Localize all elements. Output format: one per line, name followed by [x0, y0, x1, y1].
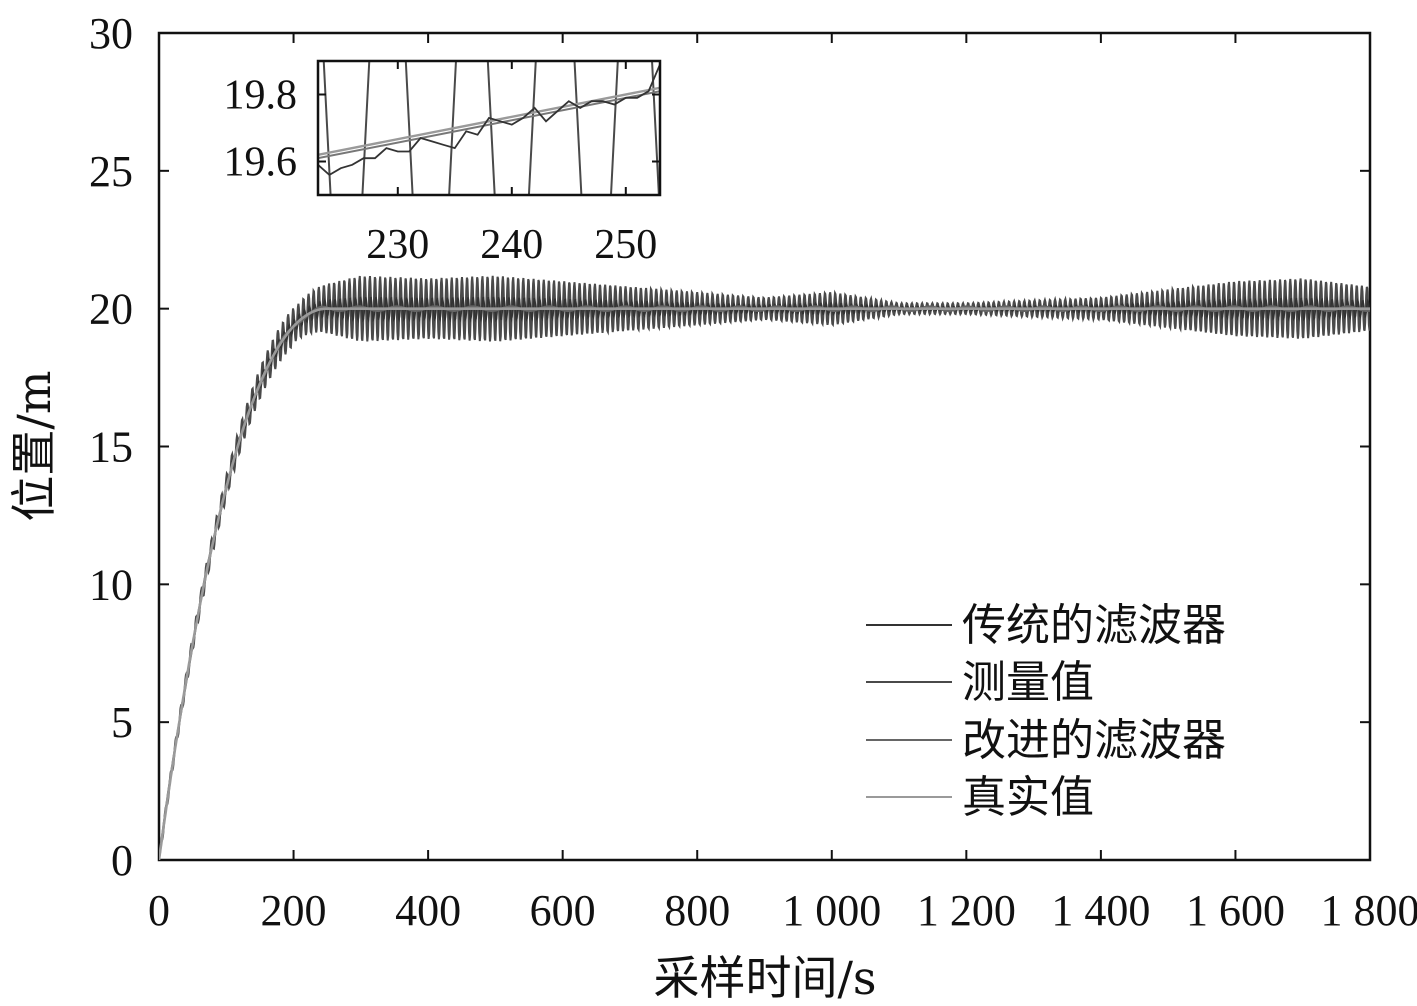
- y-tick-label: 20: [89, 285, 133, 334]
- inset-x-tick-label: 250: [594, 222, 657, 268]
- inset-x-ticks: 230 240 250: [366, 61, 657, 268]
- x-axis-label: 采样时间/s: [653, 951, 876, 1005]
- series-improved-filter-line: [159, 305, 1370, 860]
- inset-y-tick-label: 19.6: [224, 140, 298, 186]
- x-tick-label: 400: [395, 886, 461, 935]
- inset-improved-filter-line: [318, 90, 660, 160]
- series-true-value-line: [159, 307, 1370, 860]
- legend-label-improved-filter: 改进的滤波器: [962, 715, 1226, 766]
- x-tick-label: 0: [148, 886, 170, 935]
- x-tick-label: 1 400: [1051, 886, 1150, 935]
- x-tick-label: 1 800: [1321, 886, 1417, 935]
- x-tick-label: 1 600: [1186, 886, 1285, 935]
- x-tick-label: 800: [664, 886, 730, 935]
- inset-x-tick-label: 240: [480, 222, 543, 268]
- y-tick-label: 30: [89, 9, 133, 58]
- x-tick-label: 600: [530, 886, 596, 935]
- inset-x-tick-label: 230: [366, 222, 429, 268]
- y-tick-label: 5: [111, 698, 133, 747]
- y-tick-label: 25: [89, 147, 133, 196]
- inset-y-ticks: 19.6 19.8: [224, 73, 660, 186]
- x-tick-label: 1 000: [782, 886, 881, 935]
- x-tick-label: 200: [261, 886, 327, 935]
- y-tick-label: 0: [111, 836, 133, 885]
- inset-traditional-filter-line: [318, 63, 660, 177]
- series-traditional-filter-line: [159, 295, 1370, 860]
- legend-label-traditional-filter: 传统的滤波器: [962, 600, 1226, 651]
- y-tick-label: 10: [89, 560, 133, 609]
- series-measurement-line: [159, 275, 1370, 860]
- x-tick-label: 1 200: [917, 886, 1016, 935]
- y-axis-label: 位置/m: [7, 370, 61, 521]
- y-tick-label: 15: [89, 423, 133, 472]
- legend-label-true-value: 真实值: [962, 772, 1094, 823]
- x-ticks: 0 200 400 600 800 1 000 1 200 1 400 1 600 1 800: [148, 33, 1417, 935]
- legend: 传统的滤波器 测量值 改进的滤波器 真实值: [866, 600, 1226, 823]
- inset-y-tick-label: 19.8: [224, 73, 298, 119]
- y-ticks: 0 5 10 15 20 25 30: [89, 9, 1370, 885]
- legend-label-measurement: 测量值: [962, 657, 1094, 708]
- inset-frame: [316, 59, 662, 197]
- inset-true-value-line: [318, 86, 660, 156]
